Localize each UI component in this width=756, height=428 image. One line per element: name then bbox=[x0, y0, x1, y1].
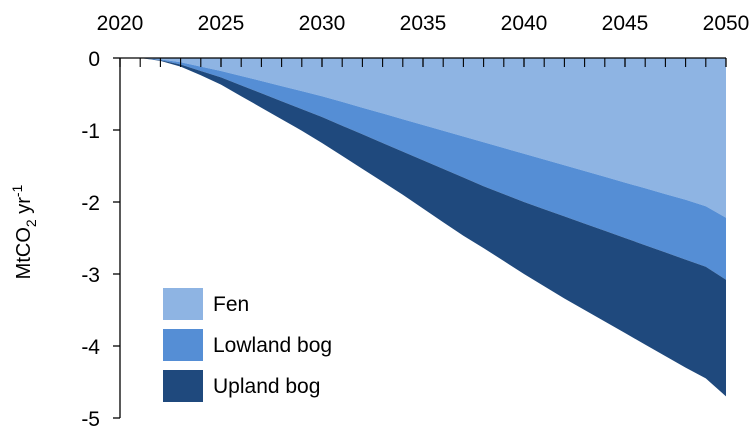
x-tick-label: 2050 bbox=[703, 12, 750, 35]
x-tick-label: 2025 bbox=[198, 12, 245, 35]
legend-swatch-upland-bog bbox=[163, 370, 203, 402]
legend-label-upland-bog: Upland bog bbox=[213, 375, 320, 398]
x-tick-label: 2030 bbox=[299, 12, 346, 35]
x-tick-label: 2040 bbox=[501, 12, 548, 35]
area-fen bbox=[120, 58, 726, 218]
y-tick-label: -1 bbox=[81, 120, 100, 143]
legend-swatch-fen bbox=[163, 288, 203, 320]
y-tick-label: -3 bbox=[81, 264, 100, 287]
x-tick-label: 2020 bbox=[97, 12, 144, 35]
area-series-group bbox=[120, 58, 726, 397]
axes-group: 2020 2025 2030 2035 2040 2045 2050 0 -1 -2 -3 -4 -5 bbox=[81, 12, 749, 428]
y-axis-title-middle: yr bbox=[13, 197, 35, 220]
y-axis-title-base: MtCO bbox=[13, 227, 35, 279]
y-axis-title-subscript: 2 bbox=[23, 219, 39, 227]
legend-label-fen: Fen bbox=[213, 293, 249, 316]
y-tick-label: -2 bbox=[81, 192, 100, 215]
legend-swatch-lowland-bog bbox=[163, 329, 203, 361]
y-axis-title: MtCO2 yr-1 bbox=[9, 184, 39, 279]
legend: Fen Lowland bog Upland bog bbox=[163, 288, 332, 402]
x-tick-label: 2045 bbox=[602, 12, 649, 35]
legend-label-lowland-bog: Lowland bog bbox=[213, 334, 332, 357]
y-tick-label: 0 bbox=[88, 48, 100, 71]
y-axis-title-superscript: -1 bbox=[9, 184, 25, 197]
x-tick-label: 2035 bbox=[400, 12, 447, 35]
y-tick-label: -4 bbox=[81, 336, 100, 359]
y-tick-label: -5 bbox=[81, 408, 100, 428]
